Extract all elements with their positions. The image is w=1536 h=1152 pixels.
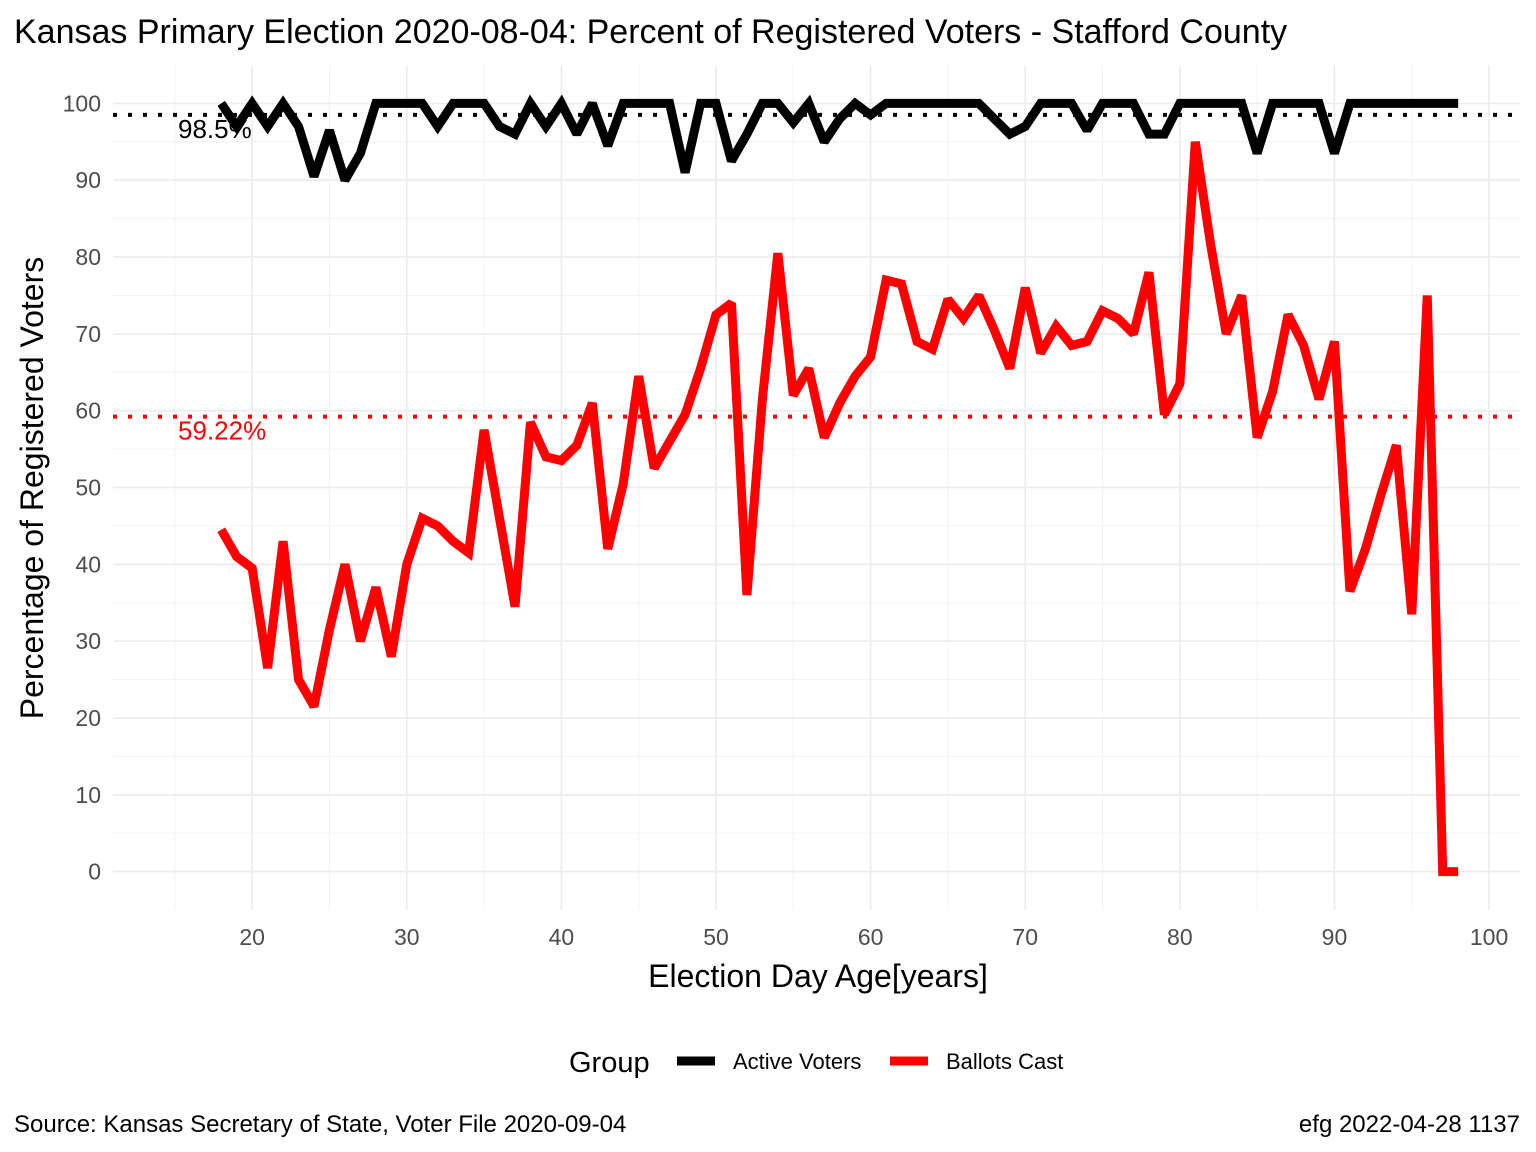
x-tick-label: 20 — [239, 924, 265, 950]
x-tick-label: 50 — [703, 924, 729, 950]
reference-line-label: 59.22% — [178, 416, 266, 446]
grid — [113, 65, 1520, 910]
y-tick-label: 80 — [75, 244, 101, 270]
reference-labels: 98.5% 59.22% — [178, 114, 266, 446]
y-tick-label: 30 — [75, 628, 101, 654]
x-tick-label: 80 — [1167, 924, 1193, 950]
y-tick-label: 100 — [63, 90, 101, 116]
y-tick-label: 20 — [75, 705, 101, 731]
y-tick-label: 40 — [75, 551, 101, 577]
x-tick-label: 40 — [549, 924, 575, 950]
y-tick-label: 60 — [75, 398, 101, 424]
y-tick-label: 10 — [75, 782, 101, 808]
x-tick-label: 100 — [1470, 924, 1508, 950]
legend-title: Group — [569, 1047, 650, 1079]
source-caption: Source: Kansas Secretary of State, Voter… — [14, 1111, 626, 1138]
y-axis-ticks: 0 10 20 30 40 50 60 70 80 90 100 — [63, 90, 101, 884]
y-tick-label: 0 — [88, 859, 101, 885]
y-tick-label: 70 — [75, 321, 101, 347]
legend-label-ballots-cast: Ballots Cast — [946, 1049, 1063, 1074]
timestamp-caption: efg 2022-04-28 1137 — [1299, 1111, 1520, 1138]
x-tick-label: 90 — [1322, 924, 1348, 950]
x-tick-label: 70 — [1012, 924, 1038, 950]
y-tick-label: 90 — [75, 167, 101, 193]
y-tick-label: 50 — [75, 475, 101, 501]
x-axis-title: Election Day Age[years] — [648, 958, 988, 994]
series-line-ballots-cast — [217, 141, 1459, 877]
legend: Group Active Voters Ballots Cast — [569, 1047, 1063, 1079]
legend-label-active-voters: Active Voters — [733, 1049, 861, 1074]
x-axis-ticks: 20 30 40 50 60 70 80 90 100 — [239, 924, 1508, 950]
series-line-active-voters — [217, 94, 1459, 183]
reference-lines — [113, 112, 1520, 419]
y-axis-title: Percentage of Registered Voters — [14, 257, 50, 720]
x-tick-label: 30 — [394, 924, 420, 950]
reference-line-label: 98.5% — [178, 114, 252, 144]
series-lines — [217, 94, 1459, 877]
chart-title: Kansas Primary Election 2020-08-04: Perc… — [14, 13, 1287, 51]
x-tick-label: 60 — [858, 924, 884, 950]
